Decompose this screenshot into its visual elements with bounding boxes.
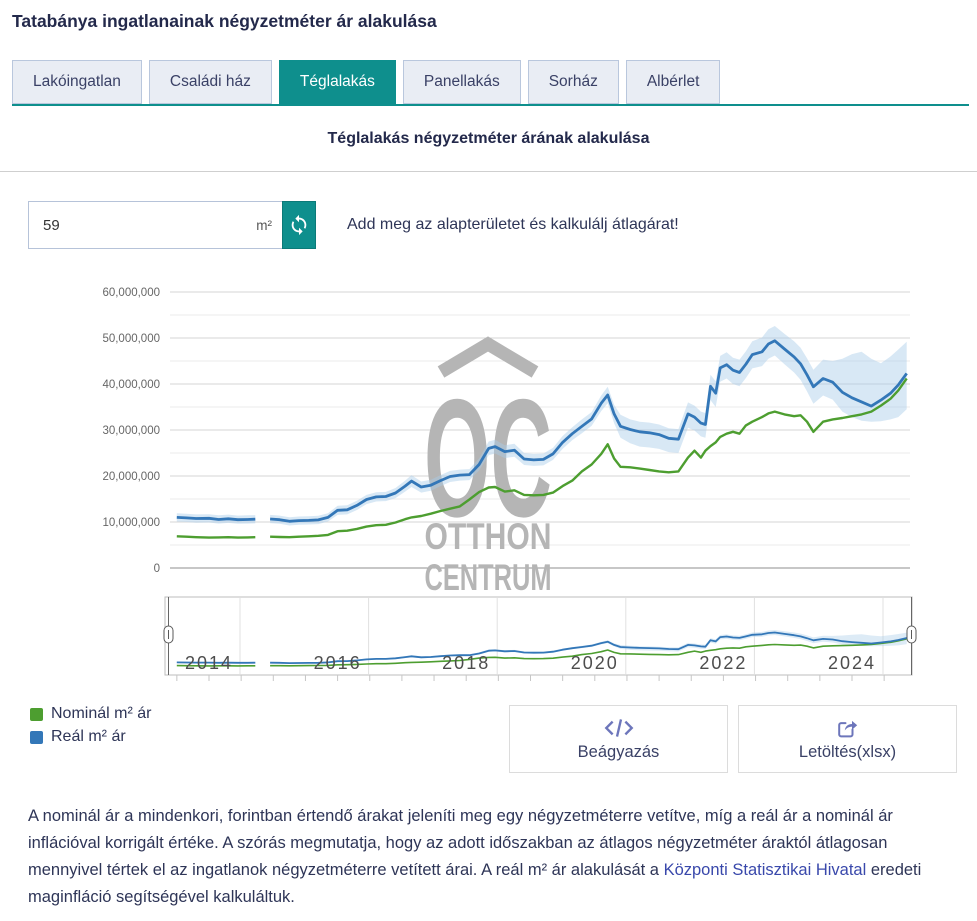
embed-button[interactable]: Beágyazás (509, 705, 728, 773)
active-tab-underline (12, 104, 969, 106)
price-chart: 0 10,000,000 20,000,000 30,000,000 40,000,00… (102, 287, 917, 681)
tab-teglalakas[interactable]: Téglalakás (278, 60, 396, 104)
svg-text:2022: 2022 (699, 653, 747, 673)
svg-text:60,000,000: 60,000,000 (102, 287, 160, 299)
nominal-series-swatch (30, 707, 43, 721)
range-navigator[interactable]: 2014 2016 2018 2020 2022 2024 (163, 596, 917, 681)
nominal-price-line (176, 535, 256, 539)
share-export-icon (835, 716, 861, 740)
svg-text:2020: 2020 (571, 653, 619, 673)
svg-text:OC: OC (424, 364, 552, 552)
divider (0, 171, 977, 172)
real-series-swatch (30, 730, 43, 744)
legend-label-real: Reál m² ár (51, 728, 126, 745)
svg-text:2024: 2024 (828, 653, 876, 673)
footnote-text-after: eredeti maginfláció segítségével kalkulá… (28, 861, 922, 906)
chart-title: Téglalakás négyzetméter árának alakulása (327, 130, 650, 147)
tab-sorhaz[interactable]: Sorház (527, 60, 619, 104)
download-xlsx-button[interactable]: Letöltés(xlsx) (738, 705, 957, 773)
navigator-handle-left[interactable] (163, 625, 174, 644)
deviation-band (270, 326, 907, 526)
svg-text:CENTRUM: CENTRUM (425, 557, 552, 598)
svg-text:2016: 2016 (314, 653, 362, 673)
gridlines (170, 291, 910, 569)
page-title: Tatabánya ingatlanainak négyzetméter ár … (12, 11, 437, 31)
embed-button-label: Beágyazás (577, 743, 660, 761)
svg-text:0: 0 (154, 563, 160, 575)
real-price-line (269, 339, 908, 523)
navigator-handle-right[interactable] (906, 625, 917, 644)
svg-text:10,000,000: 10,000,000 (102, 517, 160, 529)
tab-alberlet[interactable]: Albérlet (625, 60, 721, 104)
legend-label-nominal: Nominál m² ár (51, 705, 152, 722)
footnote-paragraph: A nominál ár a mindenkori, forintban ért… (28, 803, 946, 911)
svg-text:50,000,000: 50,000,000 (102, 333, 160, 345)
footnote-text-before: A nominál ár a mindenkori, forintban ért… (28, 807, 893, 879)
area-input[interactable] (28, 201, 282, 249)
code-icon (604, 716, 634, 740)
calculator-helper-text: Add meg az alapterületet és kalkulálj át… (347, 216, 679, 233)
chart-legend: Nominál m² ár Reál m² ár (30, 705, 151, 751)
svg-text:40,000,000: 40,000,000 (102, 379, 160, 391)
svg-text:2014: 2014 (185, 653, 233, 673)
svg-text:OTTHON: OTTHON (425, 516, 552, 557)
y-axis-labels: 0 10,000,000 20,000,000 30,000,000 40,000,00… (102, 287, 160, 575)
tab-lakoingatlan[interactable]: Lakóingatlan (12, 60, 142, 104)
recalculate-button[interactable] (282, 201, 316, 249)
property-type-tabs: Lakóingatlan Családi ház Téglalakás Pane… (12, 60, 721, 104)
tab-csaladi-haz[interactable]: Családi ház (148, 60, 272, 104)
area-input-wrap: m² (28, 201, 282, 249)
sync-arrows-icon (288, 214, 310, 236)
main-chart-series (176, 326, 908, 539)
real-price-line (176, 516, 256, 522)
legend-item-nominal[interactable]: Nominál m² ár (30, 705, 151, 723)
ksh-link[interactable]: Központi Statisztikai Hivatal (663, 861, 867, 879)
svg-text:30,000,000: 30,000,000 (102, 425, 160, 437)
svg-text:20,000,000: 20,000,000 (102, 471, 160, 483)
tab-panellakas[interactable]: Panellakás (402, 60, 521, 104)
legend-item-real[interactable]: Reál m² ár (30, 728, 151, 746)
download-button-label: Letöltés(xlsx) (798, 743, 897, 761)
svg-text:2018: 2018 (442, 653, 490, 673)
area-calculator: m² (28, 201, 316, 249)
nominal-price-line (270, 377, 908, 539)
